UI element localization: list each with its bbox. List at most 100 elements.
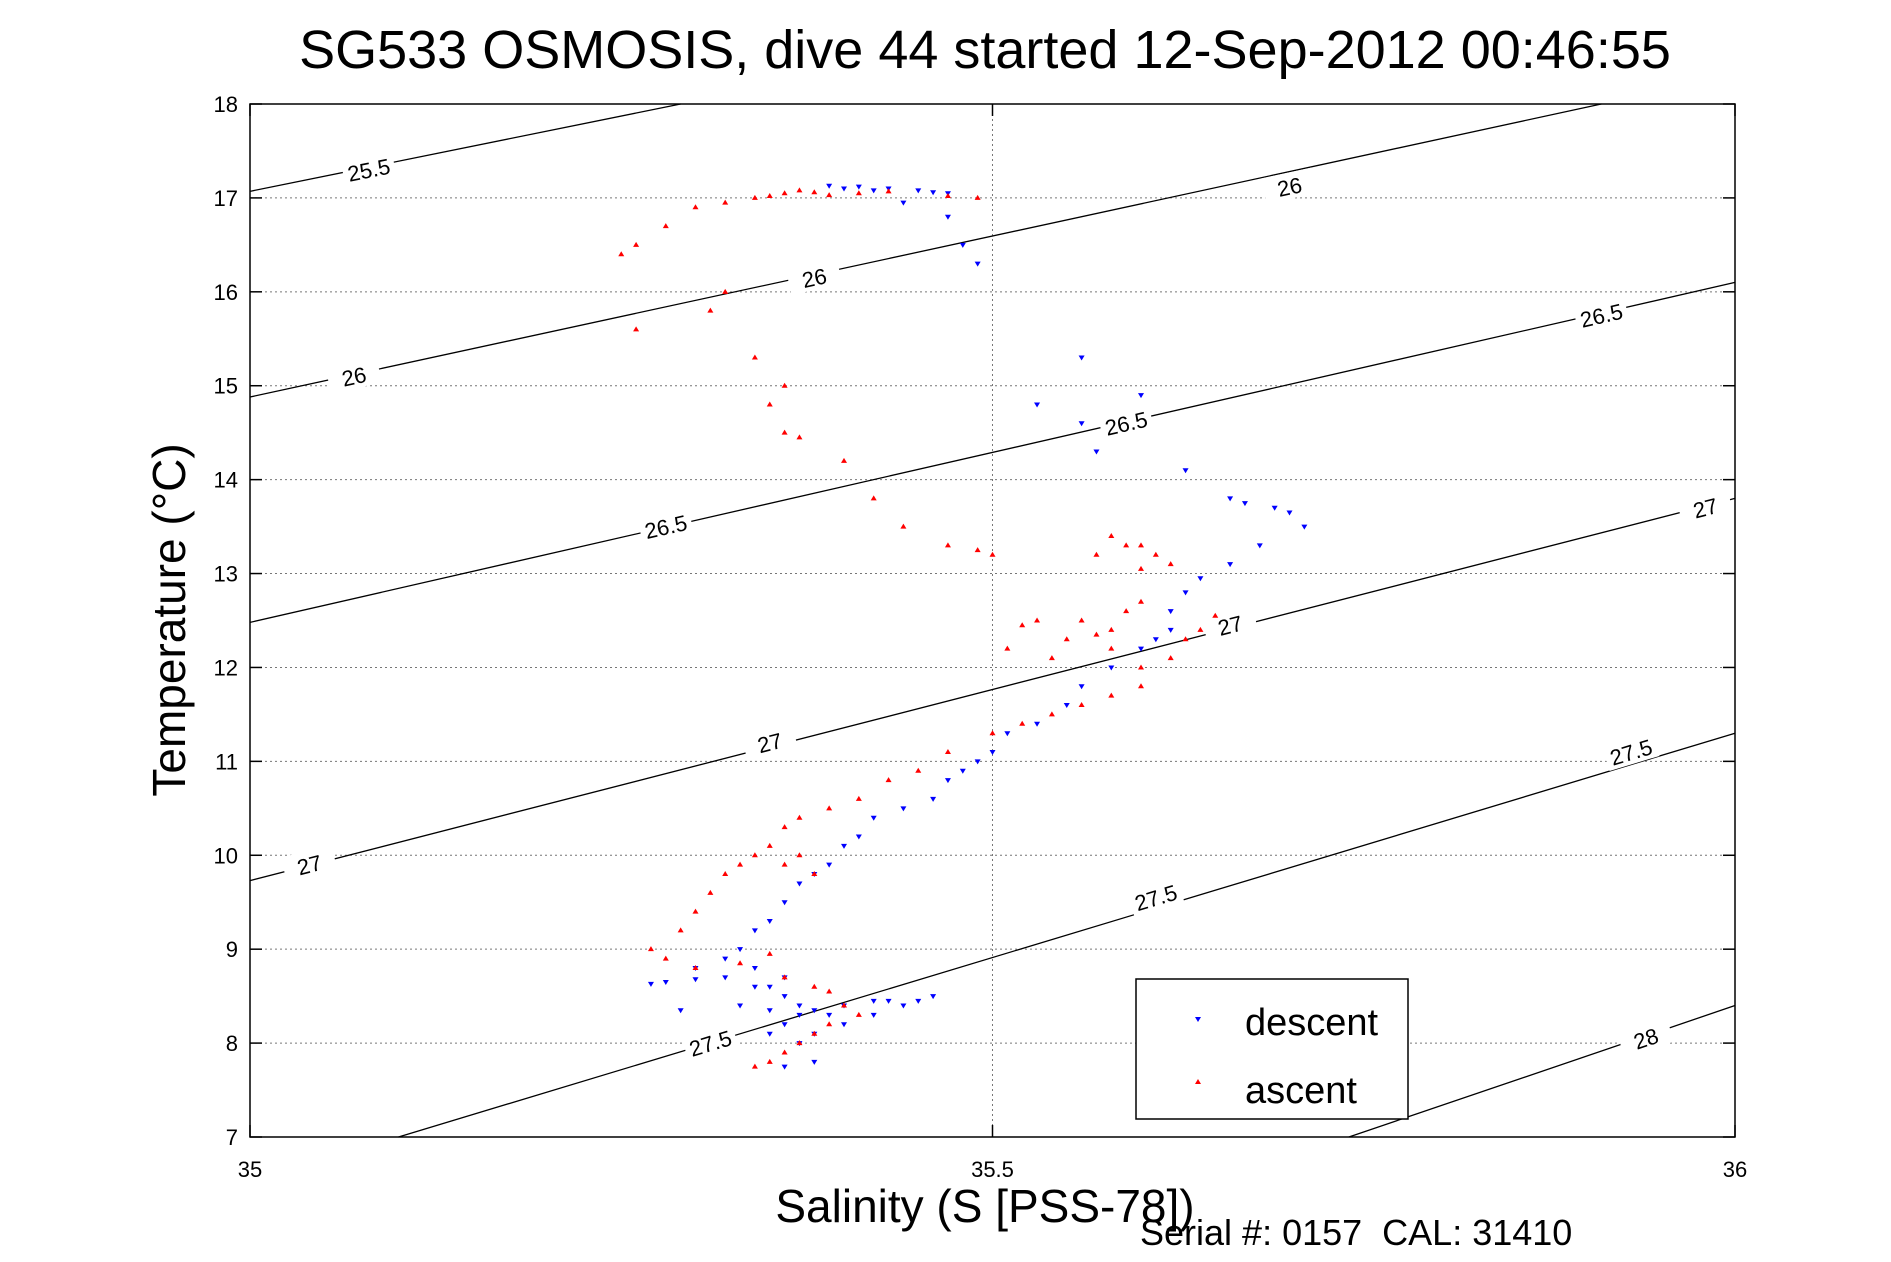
descent-point-76 [796,1012,803,1018]
contour-label-1-0: 26 [339,362,368,392]
descent-point-47 [796,881,803,887]
contour-label-bg [1126,876,1185,917]
ascent-point-2 [662,223,669,229]
descent-point-29 [1152,637,1159,643]
descent-point-49 [766,919,773,925]
ascent-point-71 [811,983,818,989]
ascent-point-55 [826,805,833,811]
ascent-point-68 [737,960,744,966]
contour-label-bg [637,507,694,545]
ascent-point-44 [1212,612,1219,618]
ascent-point-3 [692,204,699,210]
contour-label-1-2: 26 [1275,172,1304,202]
ascent-point-34 [1063,636,1070,642]
descent-point-43 [855,834,862,840]
ascent-point-0 [618,251,625,257]
contour-line-25-5-0 [249,103,681,192]
descent-point-71 [766,984,773,990]
ascent-point-72 [826,988,833,994]
ascent-point-35 [1019,622,1026,628]
ascent-point-9 [811,189,818,195]
ascent-point-56 [796,814,803,820]
x-axis-label: Salinity (S [PSS-78]) [775,1180,1194,1232]
descent-point-81 [722,975,729,981]
descent-point-39 [944,778,951,784]
descent-point-82 [677,1008,684,1014]
ascent-point-27 [974,547,981,553]
contour-label-bg [340,150,397,187]
descent-point-31 [1108,665,1115,671]
descent-point-77 [781,1022,788,1028]
ascent-point-60 [737,861,744,867]
descent-point-45 [826,862,833,868]
ascent-point-25 [900,523,907,529]
ascent-point-38 [1078,617,1085,623]
contour-label-bg [1676,487,1734,526]
ascent-point-79 [766,1058,773,1064]
ascent-point-32 [1123,608,1130,614]
ascent-point-76 [811,1030,818,1036]
series-ascent [618,187,1219,1069]
descent-point-24 [1227,562,1234,568]
descent-point-55 [781,994,788,1000]
descent-point-54 [751,984,758,990]
ascent-point-37 [1048,655,1055,661]
ascent-point-49 [1019,720,1026,726]
legend-descent-label: descent [1245,1002,1379,1044]
ascent-point-52 [915,767,922,773]
contour-label-bg [681,1022,739,1063]
descent-point-36 [989,749,996,755]
ascent-point-63 [692,908,699,914]
ascent-point-66 [662,955,669,961]
descent-point-14 [1078,421,1085,427]
descent-point-74 [737,1003,744,1009]
ascent-point-23 [841,457,847,463]
contour-label-bg [1572,295,1630,333]
descent-point-2 [870,188,877,194]
ascent-point-61 [722,871,729,877]
ascent-point-43 [1197,626,1204,632]
contour-label-group-1-0: 26 [325,357,382,394]
y-tick-label-1: 8 [226,1031,238,1056]
descent-point-38 [959,768,966,774]
contour-label-3-2: 27 [1215,611,1245,641]
legend-ascent-label: ascent [1245,1070,1357,1112]
x-tick-label-2: 36 [1723,1157,1747,1182]
descent-point-70 [781,1064,788,1070]
y-tick-label-6: 13 [214,562,238,587]
ascent-point-46 [1108,692,1115,698]
ascent-point-47 [1078,702,1085,708]
contour-label-bg [1261,167,1318,204]
legend-descent-marker-icon [1195,1017,1201,1022]
descent-point-3 [900,200,907,206]
descent-point-56 [796,1003,803,1009]
ascent-point-58 [766,842,773,848]
ascent-point-69 [766,950,773,956]
y-tick-label-9: 16 [214,280,238,305]
ascent-point-45 [1138,683,1144,689]
descent-point-60 [870,998,877,1004]
descent-point-4 [944,214,951,220]
ascent-point-51 [944,748,951,754]
ascent-point-5 [751,194,758,200]
ascent-point-42 [1182,636,1189,642]
x-tick-label-0: 35 [238,1157,262,1182]
ascent-point-21 [781,429,788,435]
descent-point-42 [870,815,877,821]
ascent-point-24 [870,495,877,501]
descent-point-33 [1063,703,1070,709]
descent-point-19 [1241,501,1248,507]
ascent-point-50 [989,730,996,736]
ascent-point-70 [781,974,788,980]
contour-line-26-5-2 [249,281,1736,624]
ascent-point-31 [1108,626,1115,632]
ascent-point-29 [1034,617,1041,623]
descent-point-69 [811,1059,818,1065]
y-tick-label-10: 17 [214,186,238,211]
y-tick-label-3: 10 [214,843,238,868]
ascent-point-11 [855,190,862,196]
ascent-point-88 [1123,542,1130,548]
descent-point-34 [1034,721,1041,727]
ascent-point-40 [1138,664,1144,670]
descent-point-65 [870,1012,877,1018]
